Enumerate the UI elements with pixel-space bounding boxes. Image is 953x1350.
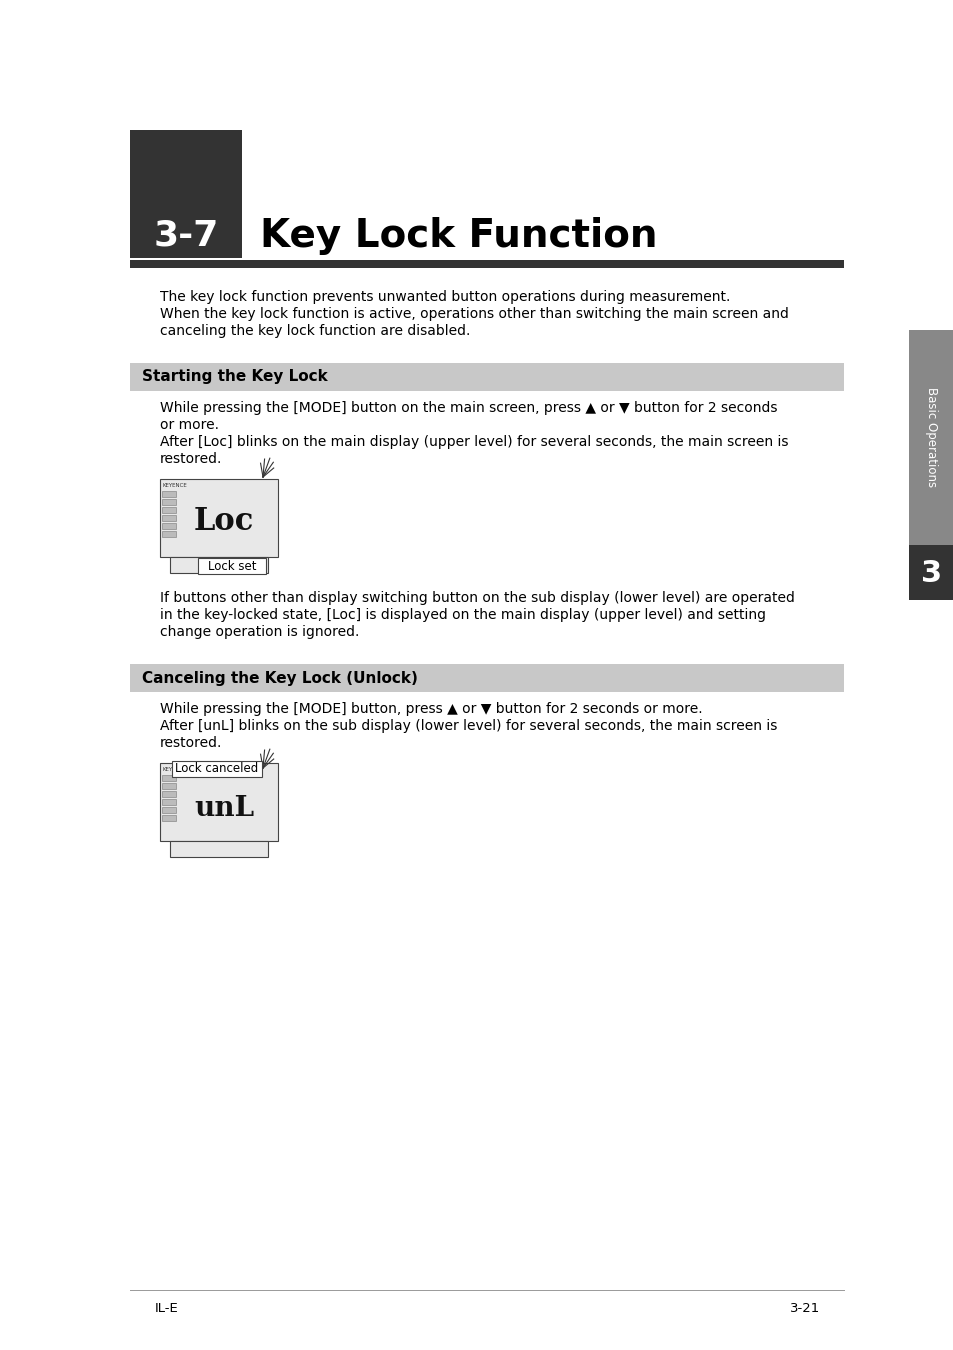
Text: in the key-locked state, [Loc] is displayed on the main display (upper level) an: in the key-locked state, [Loc] is displa… <box>160 608 765 622</box>
Text: 3-7: 3-7 <box>153 219 218 252</box>
Text: KEYENCE: KEYENCE <box>163 483 188 487</box>
Text: canceling the key lock function are disabled.: canceling the key lock function are disa… <box>160 324 470 338</box>
Text: 3-21: 3-21 <box>789 1301 820 1315</box>
Bar <box>162 783 175 788</box>
Text: or more.: or more. <box>160 418 219 432</box>
Text: Key Lock Function: Key Lock Function <box>260 217 657 255</box>
Bar <box>162 799 175 805</box>
Bar <box>130 261 843 269</box>
Bar <box>170 841 268 857</box>
Text: Loc: Loc <box>193 505 253 536</box>
Text: After [Loc] blinks on the main display (upper level) for several seconds, the ma: After [Loc] blinks on the main display (… <box>160 435 788 450</box>
Bar <box>160 763 277 841</box>
Text: unL: unL <box>193 795 253 822</box>
Text: While pressing the [MODE] button, press ▲ or ▼ button for 2 seconds or more.: While pressing the [MODE] button, press … <box>160 702 702 716</box>
Bar <box>172 761 262 778</box>
Bar <box>162 815 175 821</box>
Text: When the key lock function is active, operations other than switching the main s: When the key lock function is active, op… <box>160 306 788 321</box>
Bar <box>908 329 953 545</box>
Bar <box>908 545 953 599</box>
Text: restored.: restored. <box>160 736 222 751</box>
Bar <box>162 500 175 505</box>
Text: KEYENCE: KEYENCE <box>163 767 188 772</box>
Text: The key lock function prevents unwanted button operations during measurement.: The key lock function prevents unwanted … <box>160 290 730 304</box>
Text: IL-E: IL-E <box>154 1301 178 1315</box>
Text: restored.: restored. <box>160 452 222 466</box>
Bar <box>162 775 175 782</box>
Text: Starting the Key Lock: Starting the Key Lock <box>142 370 328 385</box>
Text: Lock canceled: Lock canceled <box>175 763 258 775</box>
Bar <box>162 807 175 813</box>
Text: 3: 3 <box>920 559 941 587</box>
Bar <box>162 514 175 521</box>
Text: Lock set: Lock set <box>208 559 256 572</box>
Bar <box>130 363 843 392</box>
Bar <box>162 522 175 529</box>
Bar <box>198 558 266 574</box>
Bar <box>162 531 175 537</box>
Text: While pressing the [MODE] button on the main screen, press ▲ or ▼ button for 2 s: While pressing the [MODE] button on the … <box>160 401 777 414</box>
Bar <box>162 508 175 513</box>
Text: change operation is ignored.: change operation is ignored. <box>160 625 359 639</box>
Bar <box>170 558 268 572</box>
Bar <box>162 491 175 497</box>
Bar <box>130 130 242 258</box>
Bar <box>160 479 277 558</box>
Bar <box>130 664 843 693</box>
Text: If buttons other than display switching button on the sub display (lower level) : If buttons other than display switching … <box>160 591 794 605</box>
Text: After [unL] blinks on the sub display (lower level) for several seconds, the mai: After [unL] blinks on the sub display (l… <box>160 720 777 733</box>
Text: Canceling the Key Lock (Unlock): Canceling the Key Lock (Unlock) <box>142 671 417 686</box>
Text: Basic Operations: Basic Operations <box>924 387 937 487</box>
Bar <box>162 791 175 796</box>
